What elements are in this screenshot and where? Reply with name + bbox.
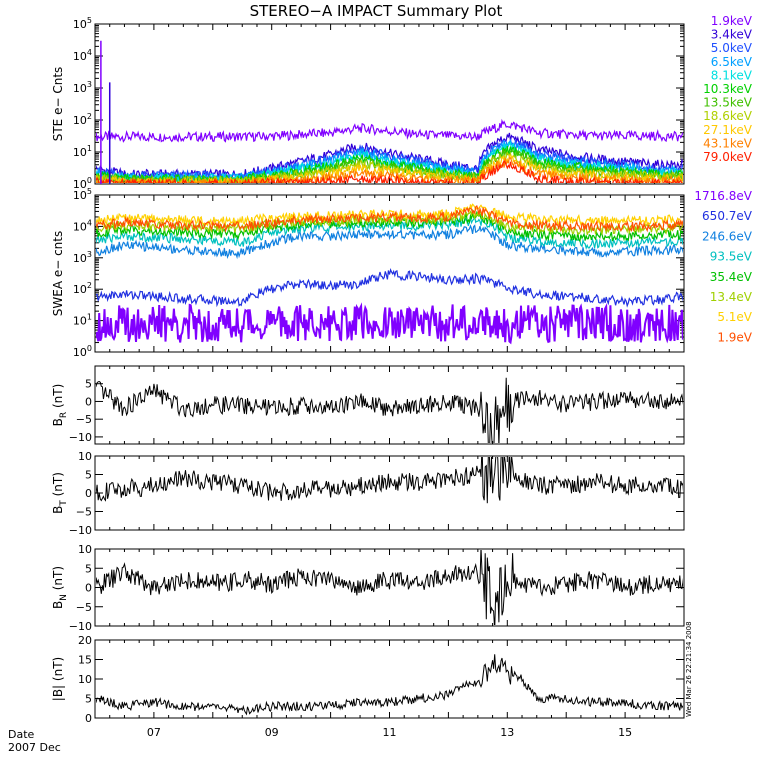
field-line-bt — [96, 457, 683, 504]
legend-entry-1.9keV: 1.9keV — [711, 14, 753, 28]
series-line-650.7eV — [96, 268, 683, 308]
y-tick-label: 10 — [78, 450, 92, 463]
field-line-bmag — [96, 654, 683, 716]
y-tick-label: 104 — [73, 218, 92, 233]
month-label: 2007 Dec — [8, 741, 61, 754]
plot-title: STEREO−A IMPACT Summary Plot — [250, 2, 503, 20]
y-tick-label: 104 — [73, 48, 92, 63]
x-tick-label: 13 — [500, 726, 514, 739]
panel-br: −10 −5 0 5 BR (nT) — [51, 365, 685, 445]
series-line-1.9keV — [96, 118, 683, 143]
timestamp: Wed Mar 26 22:21:34 2008 — [685, 621, 693, 717]
legend-entry-93.5eV: 93.5eV — [710, 250, 753, 264]
legend-entry-6.5keV: 6.5keV — [711, 55, 753, 69]
legend-entry-18.6keV: 18.6keV — [703, 109, 753, 123]
panel-bmag: 0 5 10 15 20 |B| (nT) — [51, 634, 685, 725]
y-tick-label: 10 — [78, 543, 92, 556]
legend-entry-1.9eV: 1.9eV — [717, 330, 752, 344]
legend-entry-3.4keV: 3.4keV — [711, 28, 753, 42]
series-line-79.0keV — [96, 160, 683, 183]
y-tick-label: 10 — [78, 673, 92, 686]
series-line-3.4keV — [96, 132, 683, 182]
panel-swea: 100 101 102 103 104 105 SWEA e− cnts 1716.8eV 65… — [51, 187, 753, 359]
legend-entry-79.0keV: 79.0keV — [703, 150, 753, 164]
y-axis-label: BN (nT) — [51, 566, 69, 609]
legend-entry-650.7eV: 650.7eV — [702, 209, 753, 223]
y-tick-label: 102 — [73, 112, 92, 127]
series-line-1716.8eV — [96, 302, 683, 345]
x-tick-label: 09 — [265, 726, 279, 739]
y-tick-label: 15 — [78, 654, 92, 667]
panel-bt: −10 −5 0 5 10 BT (nT) — [51, 450, 685, 537]
field-line-br — [96, 377, 683, 443]
y-axis-label: BT (nT) — [51, 472, 69, 514]
panel-bn: −10 −5 0 5 10 BN (nT) — [51, 543, 685, 633]
date-label: Date — [8, 728, 35, 741]
y-tick-label: −5 — [76, 413, 92, 426]
series-line-1.9eV — [96, 204, 683, 233]
y-tick-label: 100 — [73, 344, 92, 359]
y-tick-label: 5 — [85, 378, 92, 391]
y-tick-label: 20 — [78, 634, 92, 647]
y-tick-label: 101 — [73, 313, 92, 328]
y-tick-label: 0 — [85, 582, 92, 595]
legend-entry-35.4eV: 35.4eV — [710, 270, 753, 284]
y-axis-label: SWEA e− cnts — [51, 231, 65, 317]
legend-entry-27.1keV: 27.1keV — [703, 123, 753, 137]
x-tick-label: 07 — [147, 726, 161, 739]
legend-entry-43.1keV: 43.1keV — [703, 136, 753, 150]
y-tick-label: −5 — [76, 506, 92, 519]
y-tick-label: 101 — [73, 144, 92, 159]
y-tick-label: 103 — [73, 80, 92, 95]
y-tick-label: −5 — [76, 601, 92, 614]
y-tick-label: 0 — [85, 712, 92, 725]
legend-entry-1716.8eV: 1716.8eV — [694, 189, 752, 203]
y-tick-label: 103 — [73, 250, 92, 265]
y-tick-label: 105 — [73, 16, 92, 31]
legend-entry-13.4eV: 13.4eV — [710, 290, 753, 304]
y-tick-label: 0 — [85, 395, 92, 408]
x-tick-label: 11 — [383, 726, 397, 739]
legend-entry-10.3keV: 10.3keV — [703, 82, 753, 96]
y-tick-label: 105 — [73, 187, 92, 202]
legend-entry-8.1keV: 8.1keV — [711, 68, 753, 82]
legend-entry-5.0keV: 5.0keV — [711, 41, 753, 55]
y-axis-label: |B| (nT) — [51, 657, 65, 701]
x-tick-labels: 07 09 11 13 15 — [147, 726, 632, 739]
y-tick-label: 5 — [85, 562, 92, 575]
legend-entry-5.1eV: 5.1eV — [717, 310, 752, 324]
y-axis-label: STE e− Cnts — [51, 67, 65, 142]
legend-entry-13.5keV: 13.5keV — [703, 96, 753, 110]
y-tick-label: 5 — [85, 469, 92, 482]
panel-frame — [94, 639, 685, 719]
field-line-bn — [96, 550, 683, 625]
x-tick-label: 15 — [618, 726, 632, 739]
y-tick-label: −10 — [69, 620, 92, 633]
y-tick-label: −10 — [69, 431, 92, 444]
y-tick-label: 5 — [85, 693, 92, 706]
y-tick-label: 102 — [73, 281, 92, 296]
series-line-246.6eV — [96, 224, 683, 260]
y-tick-label: 0 — [85, 487, 92, 500]
y-tick-label: −10 — [69, 524, 92, 537]
series-line-5.1eV — [96, 203, 683, 228]
y-axis-label: BR (nT) — [51, 384, 69, 427]
panel-frame — [94, 455, 685, 531]
legend-entry-246.6eV: 246.6eV — [702, 229, 753, 243]
